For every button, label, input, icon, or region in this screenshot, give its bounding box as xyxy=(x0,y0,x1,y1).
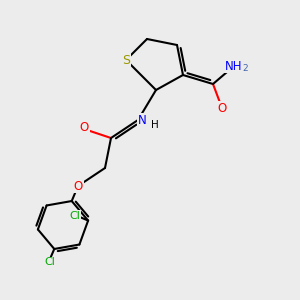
Text: NH: NH xyxy=(225,59,243,73)
Text: Cl: Cl xyxy=(44,257,55,268)
Text: Cl: Cl xyxy=(69,211,80,221)
Text: N: N xyxy=(138,113,147,127)
Text: O: O xyxy=(80,121,88,134)
Text: 2: 2 xyxy=(243,64,248,73)
Text: S: S xyxy=(122,53,130,67)
Text: O: O xyxy=(218,101,226,115)
Text: H: H xyxy=(151,120,158,130)
Text: O: O xyxy=(74,179,82,193)
